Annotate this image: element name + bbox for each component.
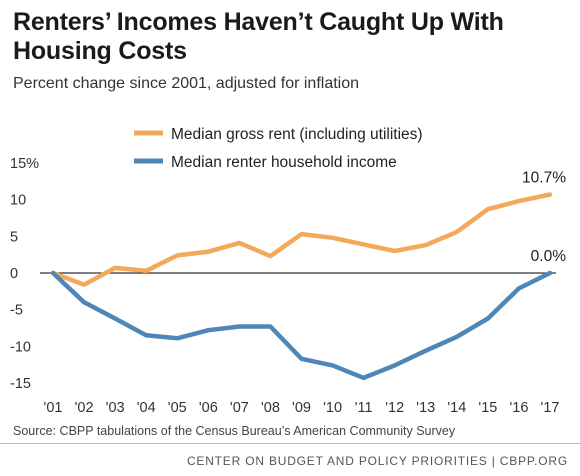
end-labels: 10.7% 0.0% bbox=[522, 170, 566, 265]
footer-text: CENTER ON BUDGET AND POLICY PRIORITIES |… bbox=[186, 454, 568, 468]
x-tick-label: '14 bbox=[447, 400, 466, 416]
footer-bar: CENTER ON BUDGET AND POLICY PRIORITIES |… bbox=[0, 443, 580, 476]
y-tick-label: 15% bbox=[10, 156, 39, 172]
chart-title: Renters’ Incomes Haven’t Caught Up With … bbox=[13, 8, 504, 65]
source-note: Source: CBPP tabulations of the Census B… bbox=[13, 424, 456, 438]
x-tick-label: '16 bbox=[509, 400, 528, 416]
x-tick-label: '06 bbox=[199, 400, 218, 416]
x-tick-label: '08 bbox=[261, 400, 280, 416]
y-tick-label: -10 bbox=[10, 339, 31, 355]
x-tick-label: '02 bbox=[75, 400, 94, 416]
x-tick-label: '01 bbox=[44, 400, 63, 416]
y-tick-label: 10 bbox=[10, 193, 26, 209]
x-tick-label: '10 bbox=[323, 400, 342, 416]
end-label: 10.7% bbox=[522, 170, 566, 187]
x-tick-label: '13 bbox=[416, 400, 435, 416]
x-tick-label: '15 bbox=[478, 400, 497, 416]
line-chart: Median gross rent (including utilities) M… bbox=[10, 126, 566, 416]
series-line-rent bbox=[50, 192, 553, 287]
x-axis: '01 '02 '03 '04 '05 '06 '07 '08 '09 '10 '11 '12 '13 '… bbox=[44, 400, 560, 416]
y-tick-label: 0 bbox=[10, 266, 18, 282]
x-tick-label: '04 bbox=[137, 400, 156, 416]
chart-subtitle: Percent change since 2001, adjusted for … bbox=[13, 75, 360, 92]
x-tick-label: '03 bbox=[106, 400, 125, 416]
x-tick-label: '07 bbox=[230, 400, 249, 416]
x-tick-label: '11 bbox=[355, 400, 373, 416]
end-label: 0.0% bbox=[531, 248, 567, 265]
x-tick-label: '17 bbox=[541, 400, 560, 416]
legend-entry: Median gross rent (including utilities) bbox=[171, 126, 423, 143]
y-tick-label: 5 bbox=[10, 229, 18, 245]
x-tick-label: '05 bbox=[168, 400, 187, 416]
x-tick-label: '09 bbox=[292, 400, 311, 416]
legend-entry: Median renter household income bbox=[171, 154, 397, 171]
legend: Median gross rent (including utilities) M… bbox=[134, 126, 423, 171]
series-line-income bbox=[50, 270, 553, 381]
y-axis: 15% 10 5 0 -5 -10 -15 bbox=[10, 156, 556, 392]
series-lines bbox=[50, 192, 553, 381]
x-tick-label: '12 bbox=[385, 400, 404, 416]
y-tick-label: -5 bbox=[10, 303, 23, 319]
y-tick-label: -15 bbox=[10, 376, 31, 392]
